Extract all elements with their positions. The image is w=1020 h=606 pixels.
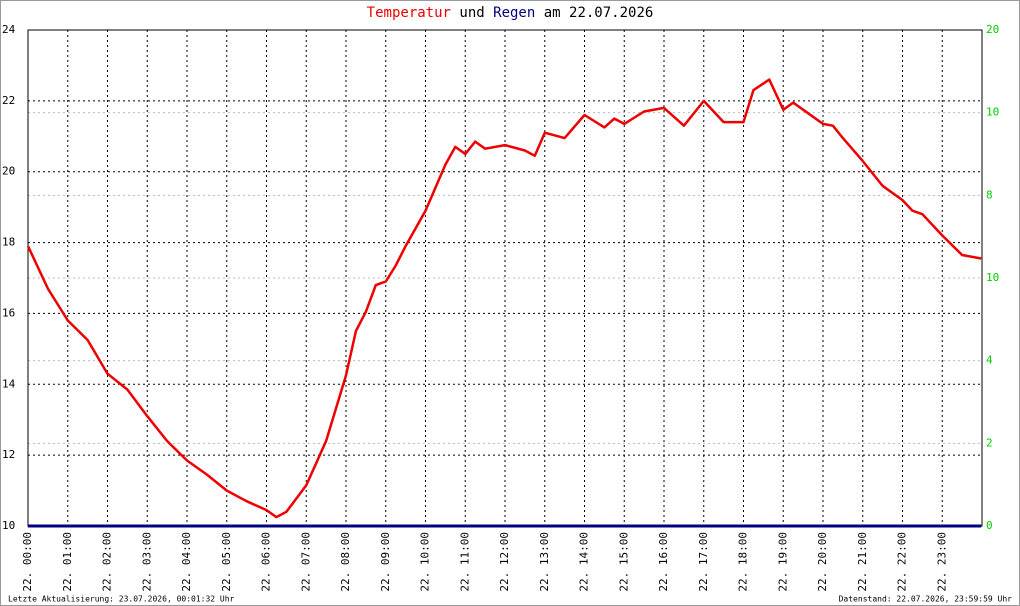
title-part: Temperatur <box>367 5 451 21</box>
y-tick-label: 10 <box>2 519 15 532</box>
y-tick-label: 24 <box>2 23 16 36</box>
x-tick-label: 22. 13:00 <box>538 532 551 592</box>
title-part: und <box>459 5 484 21</box>
x-tick-label: 22. 00:00 <box>21 532 34 592</box>
x-tick-label: 22. 16:00 <box>657 532 670 592</box>
x-tick-label: 22. 22:00 <box>896 532 909 592</box>
x-tick-label: 22. 23:00 <box>935 532 948 592</box>
x-tick-label: 22. 04:00 <box>180 532 193 592</box>
x-tick-label: 22. 12:00 <box>498 532 511 592</box>
x-tick-label: 22. 01:00 <box>61 532 74 592</box>
x-tick-label: 22. 05:00 <box>220 532 233 592</box>
x-tick-label: 22. 18:00 <box>737 532 750 592</box>
x-tick-label: 22. 10:00 <box>419 532 432 592</box>
y-tick-label: 14 <box>2 377 16 390</box>
x-tick-label: 22. 14:00 <box>578 532 591 592</box>
title-part: Regen <box>493 5 535 21</box>
series-line <box>26 78 982 519</box>
y-tick-label: 22 <box>2 94 15 107</box>
x-tick-label: 22. 11:00 <box>458 532 471 592</box>
x-tick-label: 22. 03:00 <box>140 532 153 592</box>
y-tick-label: 18 <box>2 236 15 249</box>
x-tick-label: 22. 06:00 <box>260 532 273 592</box>
y2-tick-label: 0 <box>986 519 993 532</box>
x-tick-label: 22. 17:00 <box>697 532 710 592</box>
y-tick-label: 20 <box>2 165 15 178</box>
y-tick-label: 12 <box>2 448 15 461</box>
y2-tick-label: 8 <box>986 188 993 201</box>
x-tick-label: 22. 07:00 <box>299 532 312 592</box>
x-tick-label: 22. 21:00 <box>856 532 869 592</box>
y2-tick-label: 2 <box>986 436 993 449</box>
x-tick-label: 22. 19:00 <box>776 532 789 592</box>
x-tick-label: 22. 15:00 <box>617 532 630 592</box>
y2-tick-label: 4 <box>986 354 993 367</box>
y2-tick-label: 10 <box>986 106 999 119</box>
x-tick-label: 22. 20:00 <box>816 532 829 592</box>
footer-left: Letzte Aktualisierung: 23.07.2026, 00:01… <box>8 595 235 604</box>
chart-title: Temperatur und Regen am 22.07.2026 <box>367 5 654 21</box>
y2-tick-label: 10 <box>986 271 999 284</box>
x-tick-label: 22. 02:00 <box>101 532 114 592</box>
y-tick-label: 16 <box>2 306 15 319</box>
title-part: am 22.07.2026 <box>544 5 654 21</box>
x-tick-label: 22. 09:00 <box>379 532 392 592</box>
footer-right: Datenstand: 22.07.2026, 23:59:59 Uhr <box>839 595 1013 604</box>
y2-tick-label: 20 <box>986 23 999 36</box>
x-tick-label: 22. 08:00 <box>339 532 352 592</box>
